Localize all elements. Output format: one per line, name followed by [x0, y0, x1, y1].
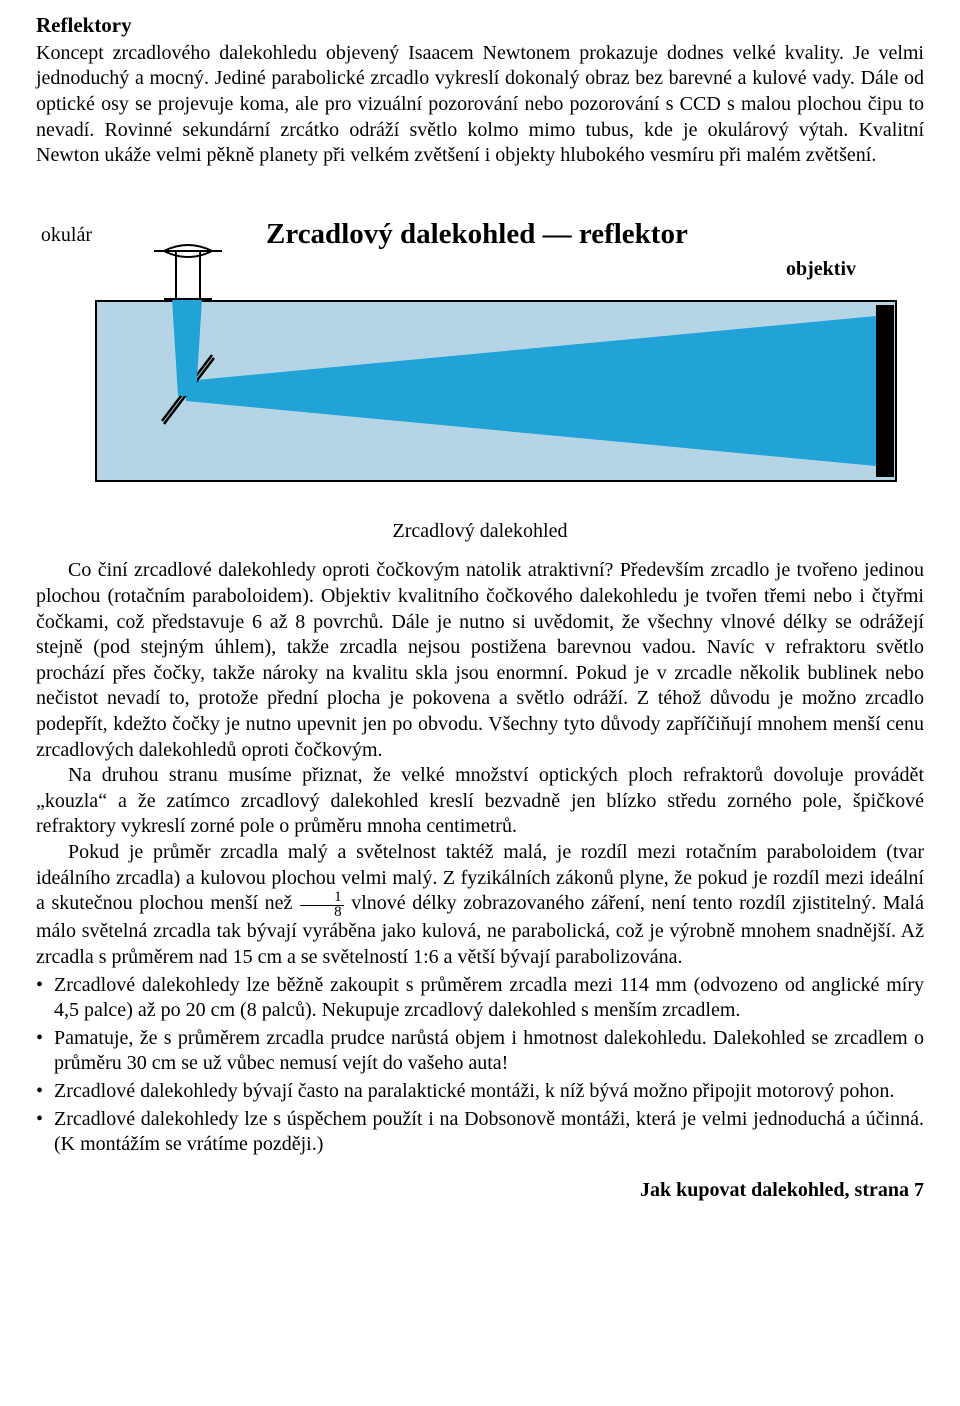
intro-paragraph: Koncept zrcadlového dalekohledu objevený… [36, 41, 924, 169]
list-item: Zrcadlové dalekohledy bývají často na pa… [36, 1079, 924, 1105]
list-item: Zrcadlové dalekohledy lze běžně zakoupit… [36, 973, 924, 1024]
page-footer: Jak kupovat dalekohled, strana 7 [36, 1178, 924, 1204]
fraction-one-eighth: 18 [300, 891, 344, 919]
svg-text:objektiv: objektiv [786, 258, 856, 280]
bullet-list: Zrcadlové dalekohledy lze běžně zakoupit… [36, 973, 924, 1158]
body-paragraph-3: Pokud je průměr zrcadla malý a světelnos… [36, 840, 924, 971]
svg-text:okulár: okulár [41, 224, 92, 246]
section-heading: Reflektory [36, 12, 924, 39]
list-item: Zrcadlové dalekohledy lze s úspěchem pou… [36, 1107, 924, 1158]
diagram-caption: Zrcadlový dalekohled [36, 519, 924, 545]
reflector-diagram-svg: okulár Zrcadlový dalekohled — reflektor … [36, 181, 916, 501]
body-paragraph-1: Co činí zrcadlové dalekohledy oproti čoč… [36, 558, 924, 763]
body-paragraph-2: Na druhou stranu musíme přiznat, že velk… [36, 763, 924, 840]
svg-text:Zrcadlový dalekohled — reflekt: Zrcadlový dalekohled — reflektor [266, 218, 688, 250]
list-item: Pamatuje, že s průměrem zrcadla prudce n… [36, 1026, 924, 1077]
reflector-diagram: okulár Zrcadlový dalekohled — reflektor … [36, 181, 924, 501]
